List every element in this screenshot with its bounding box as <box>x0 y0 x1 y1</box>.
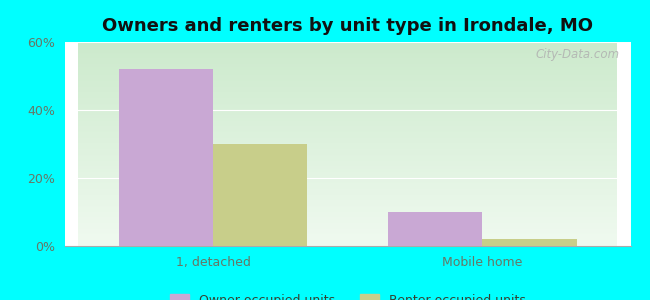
Text: City-Data.com: City-Data.com <box>535 48 619 61</box>
Bar <box>388 212 482 246</box>
Title: Owners and renters by unit type in Irondale, MO: Owners and renters by unit type in Irond… <box>102 17 593 35</box>
Legend: Owner occupied units, Renter occupied units: Owner occupied units, Renter occupied un… <box>165 289 530 300</box>
Bar <box>119 69 213 246</box>
Bar <box>482 239 577 246</box>
Bar <box>213 144 307 246</box>
